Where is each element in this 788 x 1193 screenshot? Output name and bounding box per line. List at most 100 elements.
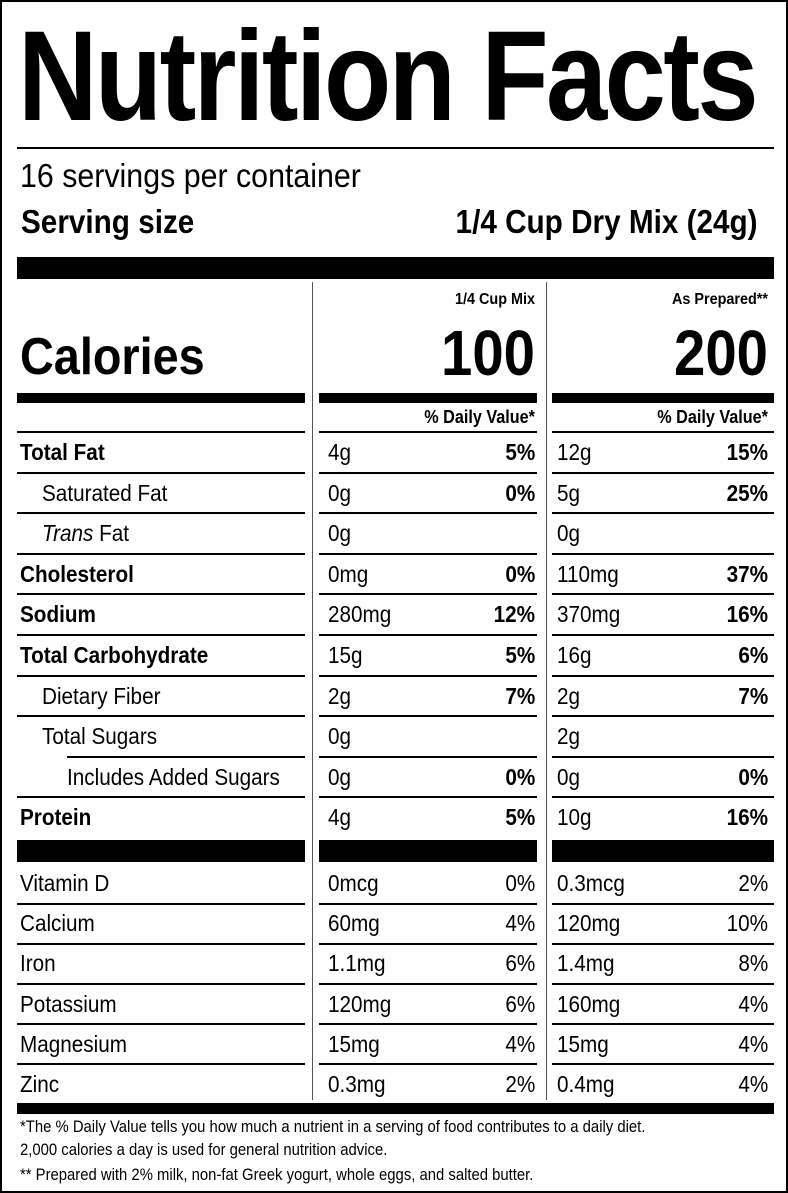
nutrient-name: Total Sugars [42, 723, 158, 750]
mix-daily-value: 12% [493, 601, 535, 628]
serving-size-label: Serving size [21, 203, 195, 240]
mix-amount: 15g [328, 642, 363, 668]
divider [552, 431, 774, 433]
mix-amount: 4g [328, 804, 352, 831]
mix-daily-value: 7% [505, 682, 535, 709]
mix-daily-value: 0% [505, 870, 535, 896]
mix-daily-value: 6% [505, 950, 535, 977]
prepared-cell: 15mg 4% [552, 1024, 774, 1064]
prepared-daily-value: 15% [726, 439, 768, 465]
divider [319, 552, 537, 555]
mix-amount: 4g [328, 439, 352, 465]
nutrient-row: Total Carbohydrate [17, 635, 305, 675]
prepared-amount: 1.4mg [557, 950, 615, 977]
nutrient-name: Magnesium [20, 1030, 128, 1057]
prepared-amount: 0.4mg [557, 1071, 615, 1097]
divider [552, 471, 774, 474]
prepared-amount: 10g [557, 804, 592, 831]
divider [17, 147, 774, 149]
divider [17, 593, 305, 596]
nutrient-row: Vitamin D [17, 863, 305, 903]
nutrient-row: Potassium [17, 984, 305, 1024]
mix-amount: 0g [328, 763, 352, 790]
nutrient-name: Protein [20, 804, 92, 831]
thick-divider [319, 840, 537, 862]
divider [319, 593, 537, 596]
mix-amount: 0g [328, 479, 352, 506]
divider [319, 512, 537, 515]
nutrient-row: Calcium [17, 903, 305, 943]
mix-amount: 0g [328, 520, 352, 547]
prepared-daily-value-header: % Daily Value* [657, 407, 768, 427]
divider [552, 634, 774, 636]
mix-daily-value: 0% [505, 763, 535, 790]
prepared-amount: 2g [557, 723, 581, 750]
nutrient-name-italic: Trans [42, 520, 94, 547]
prepared-amount: 16g [557, 642, 592, 668]
prepared-cell: 2g [552, 716, 774, 756]
prepared-cell: 5g 25% [552, 473, 774, 513]
mix-calories-value: 100 [441, 317, 535, 389]
nutrient-row: Total Fat [17, 432, 305, 472]
divider [552, 715, 774, 718]
prepared-cell: 0.4mg 4% [552, 1064, 774, 1104]
prepared-cell: 1.4mg 8% [552, 943, 774, 983]
nutrient-row: Zinc [17, 1064, 305, 1104]
mix-amount: 0mg [328, 560, 369, 587]
divider [319, 1023, 537, 1026]
prepared-daily-value: 10% [726, 910, 768, 937]
mix-cell: 0g [319, 716, 537, 756]
prepared-cell: 370mg 16% [552, 594, 774, 634]
nutrient-name: Zinc [20, 1071, 60, 1097]
divider [17, 1063, 305, 1066]
prepared-amount: 2g [557, 682, 581, 709]
prepared-cell: 10g 16% [552, 797, 774, 837]
divider [319, 942, 537, 945]
mix-cell: 60mg 4% [319, 903, 537, 943]
mix-amount: 0g [328, 723, 352, 750]
mix-cell: 4g 5% [319, 432, 537, 472]
mix-cell: 2g 7% [319, 676, 537, 716]
mix-daily-value: 6% [505, 990, 535, 1017]
footnote-calories: 2,000 calories a day is used for general… [20, 1141, 388, 1159]
prepared-column-header: As Prepared** [671, 291, 768, 308]
mix-cell: 0g 0% [319, 473, 537, 513]
divider [17, 1023, 305, 1026]
prepared-cell: 16g 6% [552, 635, 774, 675]
prepared-amount: 0.3mcg [557, 870, 625, 896]
thick-divider [552, 393, 774, 403]
mix-amount: 2g [328, 682, 352, 709]
prepared-daily-value: 6% [738, 642, 768, 668]
prepared-cell: 2g 7% [552, 676, 774, 716]
mix-cell: 4g 5% [319, 797, 537, 837]
mix-daily-value: 4% [505, 1030, 535, 1057]
divider [17, 634, 305, 636]
mix-cell: 120mg 6% [319, 984, 537, 1024]
divider [552, 593, 774, 596]
divider [17, 471, 305, 474]
nutrient-name: Saturated Fat [42, 479, 168, 506]
divider [319, 1063, 537, 1066]
mix-amount: 0.3mg [328, 1071, 386, 1097]
prepared-amount: 0g [557, 763, 581, 790]
mix-cell: 0mcg 0% [319, 863, 537, 903]
divider [319, 983, 537, 985]
divider [552, 1023, 774, 1026]
nutrient-name: Potassium [20, 990, 117, 1017]
divider [17, 796, 305, 799]
servings-per-container: 16 servings per container [20, 157, 361, 194]
mix-daily-value: 2% [505, 1071, 535, 1097]
prepared-amount: 15mg [557, 1030, 609, 1057]
mix-cell: 15mg 4% [319, 1024, 537, 1064]
prepared-cell: 12g 15% [552, 432, 774, 472]
divider [552, 796, 774, 799]
nutrient-name: Sodium [20, 601, 96, 628]
thick-divider [17, 393, 305, 403]
nutrient-row: Sodium [17, 594, 305, 634]
divider [319, 755, 537, 758]
divider [552, 755, 774, 758]
divider [319, 796, 537, 799]
mix-daily-value: 0% [505, 479, 535, 506]
prepared-amount: 160mg [557, 990, 621, 1017]
mix-daily-value: 5% [505, 804, 535, 831]
